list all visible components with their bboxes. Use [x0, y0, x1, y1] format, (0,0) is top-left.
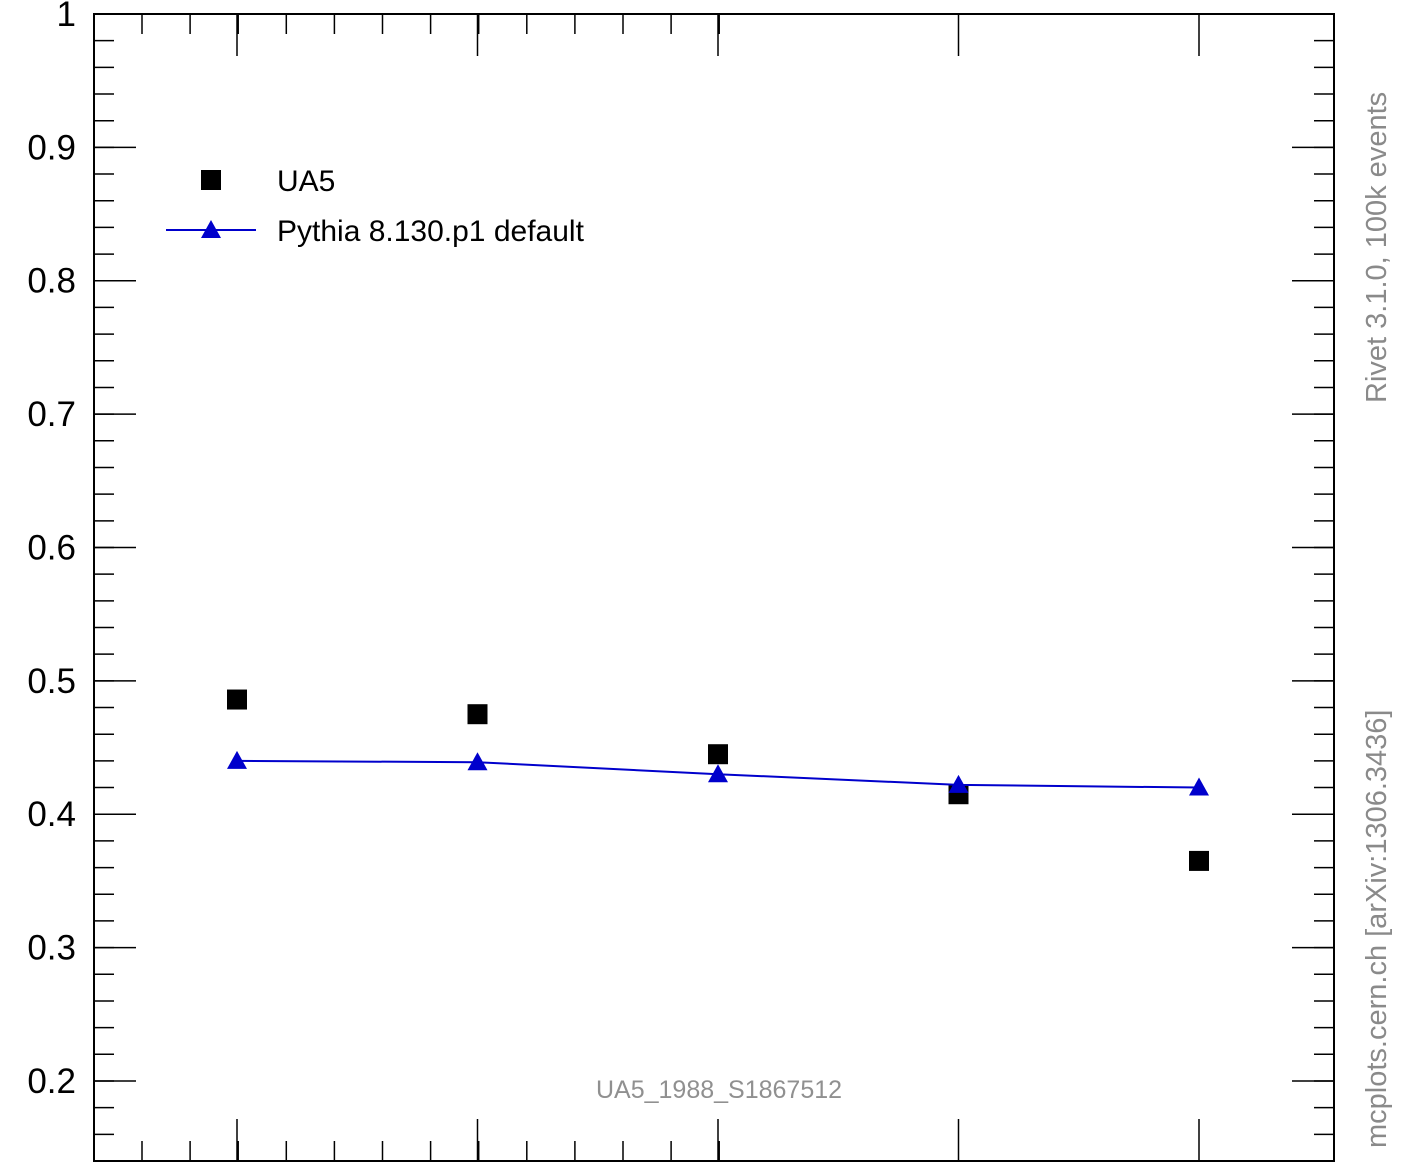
legend-marker-ua5 — [201, 170, 221, 190]
data-point-triangle — [227, 750, 247, 769]
y-tick-label: 0.3 — [27, 929, 76, 968]
series-ua5 — [227, 689, 1209, 871]
plot-frame — [93, 13, 1335, 1162]
legend: UA5 Pythia 8.130.p1 default — [166, 165, 585, 248]
rivet-version-label: Rivet 3.1.0, 100k events — [1361, 92, 1393, 403]
plot-border — [93, 13, 1335, 1162]
y-tick-label: 0.9 — [27, 128, 76, 167]
y-tick-label: 0.8 — [27, 262, 76, 301]
data-point-square — [1189, 850, 1209, 871]
y-tick-label: 0.2 — [27, 1062, 76, 1101]
data-point-triangle — [467, 752, 488, 771]
analysis-id-label: UA5_1988_S1867512 — [596, 1076, 842, 1104]
y-tick-labels: 0.2 0.3 0.4 0.5 0.6 0.7 0.8 0.9 1 — [27, 0, 76, 1101]
y-tick-label: 0.4 — [27, 795, 76, 834]
y-tick-label: 1 — [57, 0, 76, 34]
legend-marker-pythia — [201, 220, 221, 238]
data-point-triangle — [948, 774, 969, 793]
data-point-triangle — [1189, 777, 1209, 796]
data-point-square — [467, 704, 488, 725]
mcplots-reference-label: mcplots.cern.ch [arXiv:1306.3436] — [1361, 710, 1393, 1148]
y-tick-label: 0.5 — [27, 662, 76, 701]
data-point-square — [227, 689, 247, 710]
axis-ticks — [94, 13, 1334, 1162]
legend-label-pythia: Pythia 8.130.p1 default — [277, 215, 585, 248]
y-tick-label: 0.6 — [27, 528, 76, 567]
data-point-triangle — [708, 764, 728, 783]
legend-label-ua5: UA5 — [277, 165, 335, 198]
y-tick-label: 0.7 — [27, 395, 76, 434]
data-point-square — [708, 744, 728, 765]
series-pythia — [227, 750, 1209, 796]
series — [227, 689, 1209, 871]
